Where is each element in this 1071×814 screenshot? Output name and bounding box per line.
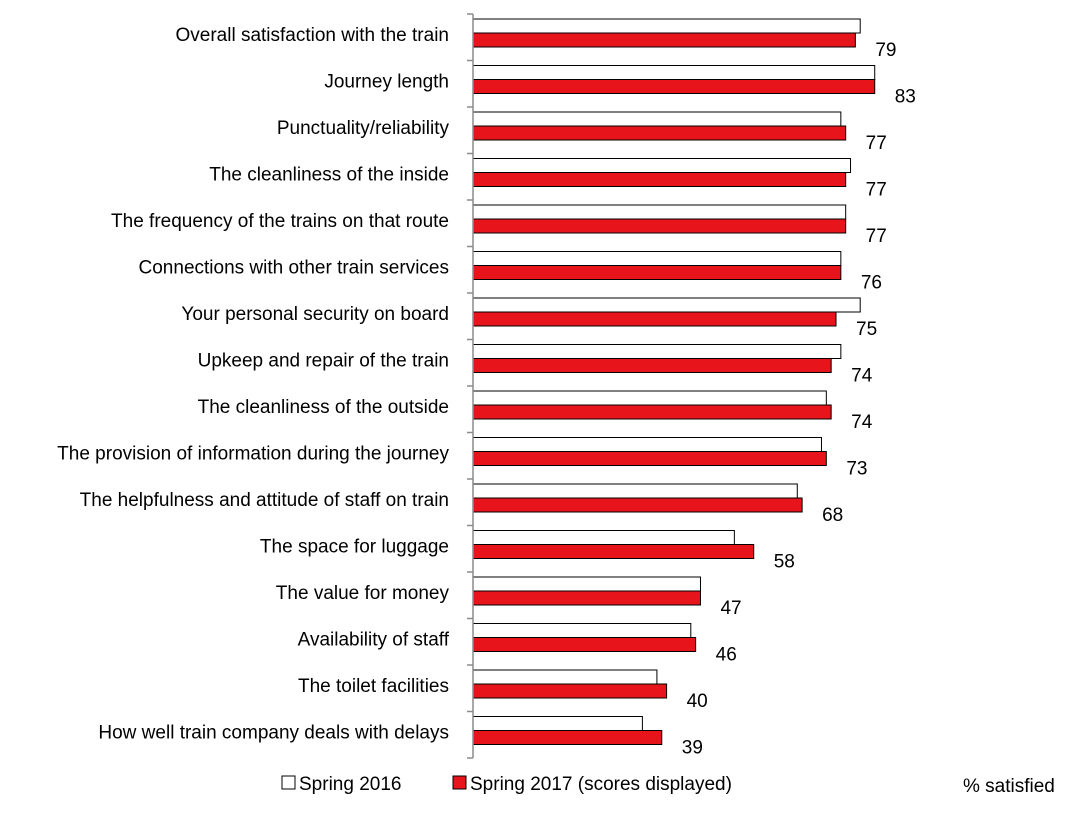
bar-spring-2017 [472,730,663,745]
bar-spring-2016 [472,204,847,220]
bar-spring-2016 [472,251,842,266]
bar-spring-2016 [472,111,842,127]
bar-spring-2017 [472,451,827,466]
bar-spring-2016 [472,530,735,545]
bar-spring-2016 [472,483,798,499]
data-label: 68 [822,505,843,526]
data-label: 75 [856,319,877,340]
data-label: 46 [716,645,737,666]
y-axis [467,13,474,759]
data-label: 83 [895,87,916,108]
category-label: Journey length [324,72,449,93]
bar-spring-2016 [472,297,861,313]
data-label: 40 [687,691,708,712]
category-label: The provision of information during the … [57,444,449,465]
bar-spring-2017 [472,637,697,652]
bar-spring-2016 [472,437,822,452]
data-label: 77 [866,180,887,201]
data-labels: 79 83 77 77 77 76 75 74 74 73 68 58 47 46 40 39 [682,40,916,759]
bar-spring-2017 [472,125,847,141]
bar-spring-2017 [472,590,701,606]
bar-spring-2017 [472,311,837,327]
category-label: The toilet facilities [298,676,449,697]
category-label: The value for money [276,583,450,604]
category-label: Upkeep and repair of the train [198,351,449,372]
bar-spring-2017 [472,32,856,48]
category-label: Your personal security on board [181,304,449,325]
category-label: The cleanliness of the outside [198,397,449,418]
bar-spring-2017 [472,265,842,280]
bar-spring-2016 [472,623,692,638]
x-axis-label: % satisfied [963,776,1055,797]
legend-swatch [452,775,467,790]
category-label: The frequency of the trains on that rout… [111,211,449,232]
data-label: 77 [866,133,887,154]
data-label: 39 [682,738,703,759]
category-label: Punctuality/reliability [277,118,450,139]
bar-spring-2017 [472,497,803,513]
category-label: The cleanliness of the inside [209,165,449,186]
bar-spring-2016 [472,390,827,406]
legend-label: Spring 2017 (scores displayed) [470,774,732,795]
category-label: The helpfulness and attitude of staff on… [80,490,449,511]
legend-swatch [281,775,296,790]
category-label: How well train company deals with delays [98,723,449,744]
category-labels: Overall satisfaction with the train Journ… [57,25,450,744]
data-label: 77 [866,226,887,247]
category-label: Overall satisfaction with the train [175,25,449,46]
category-label: Availability of staff [298,630,450,651]
bar-spring-2016 [472,576,701,592]
bar-spring-2017 [472,404,832,420]
bars [472,18,876,745]
category-label: The space for luggage [260,537,449,558]
data-label: 79 [875,40,896,61]
category-label: Connections with other train services [139,258,449,279]
data-label: 47 [720,598,741,619]
bar-spring-2017 [472,683,668,699]
bar-spring-2017 [472,544,755,559]
legend-label: Spring 2016 [299,774,401,795]
bar-spring-2017 [472,358,832,373]
bar-spring-2017 [472,218,847,234]
bar-spring-2016 [472,669,658,685]
data-label: 76 [861,273,882,294]
legend: Spring 2016 Spring 2017 (scores displayed… [281,774,732,795]
bar-spring-2017 [472,79,876,94]
bar-spring-2016 [472,344,842,359]
bar-spring-2016 [472,65,876,80]
bar-spring-2017 [472,172,847,187]
bar-spring-2016 [472,716,643,731]
data-label: 74 [851,366,873,387]
data-label: 73 [846,459,867,480]
bar-spring-2016 [472,18,861,34]
bar-spring-2016 [472,158,852,173]
data-label: 74 [851,412,873,433]
data-label: 58 [774,552,795,573]
